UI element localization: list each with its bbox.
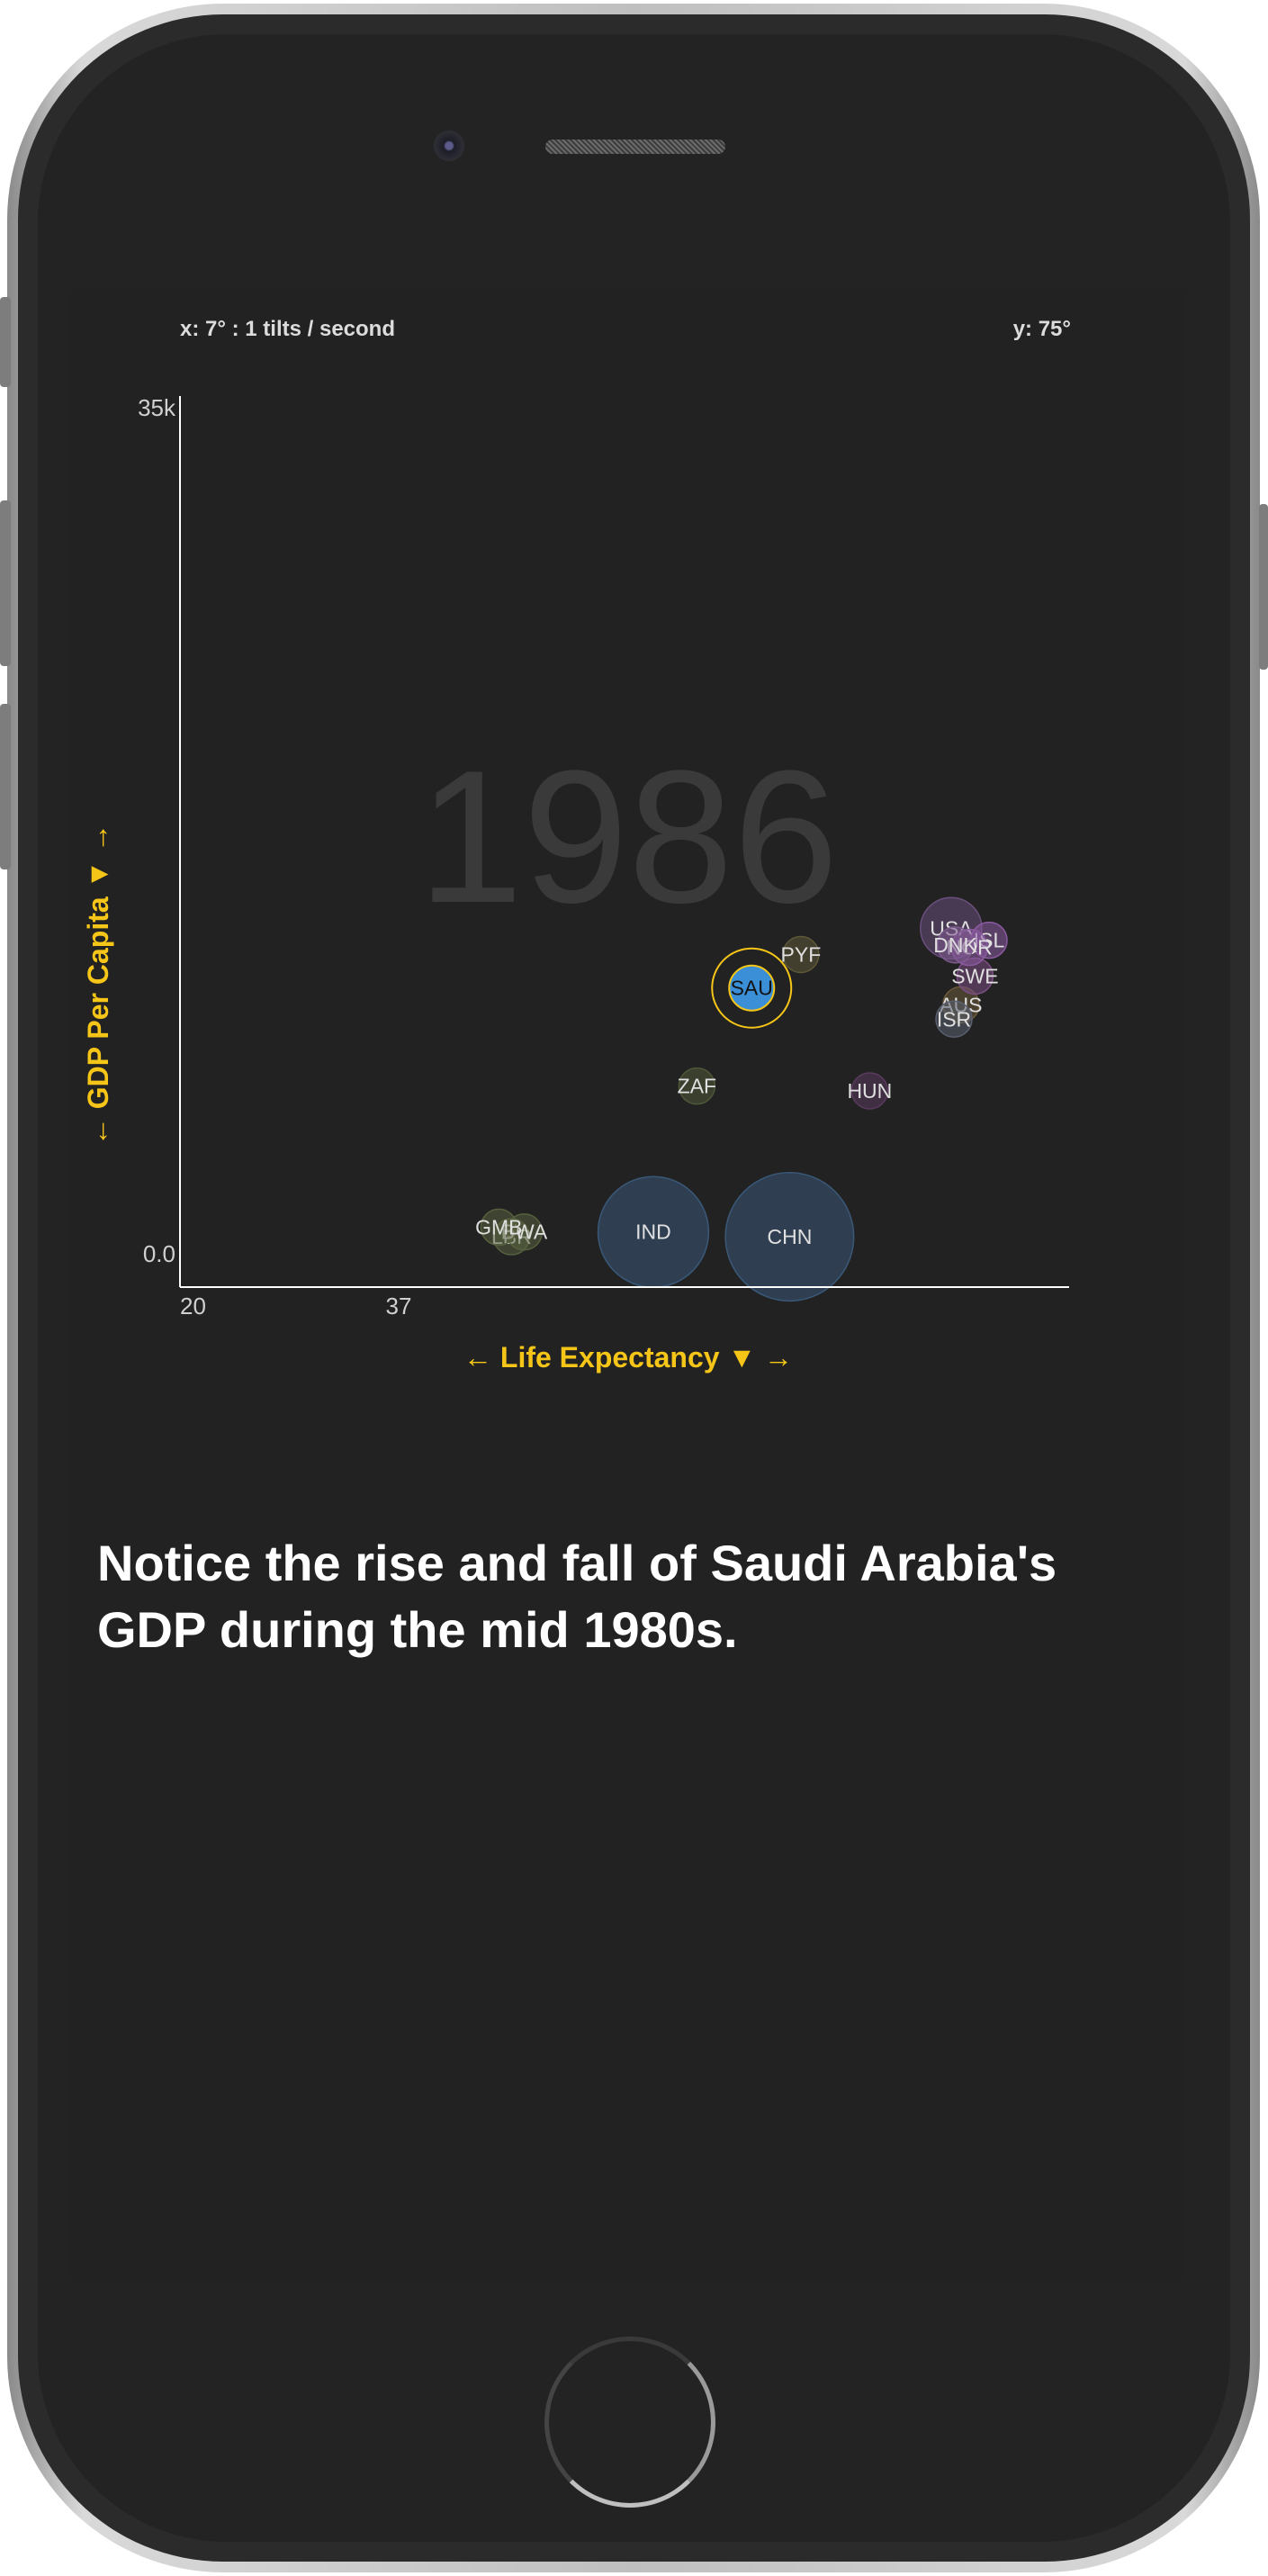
bubble-chart[interactable]: 1986 CHNINDUSAZAFAUSHUNSAUISRPYFISLLBRBW… <box>70 290 1186 1406</box>
bubble-label-zaf: ZAF <box>678 1075 716 1098</box>
bubbles-group: CHNINDUSAZAFAUSHUNSAUISRPYFISLLBRBWASWEG… <box>475 896 1008 1302</box>
x-axis-label[interactable]: ← Life Expectancy ▼ → <box>463 1341 793 1374</box>
bubble-sau[interactable] <box>728 964 776 1012</box>
bubble-isr[interactable] <box>935 1000 973 1039</box>
front-camera-icon <box>434 131 464 161</box>
tilt-y-readout: y: 75° <box>1012 317 1071 341</box>
volume-up-button <box>0 500 11 666</box>
home-button[interactable] <box>544 2337 715 2508</box>
mute-switch <box>0 297 11 387</box>
bubble-dnk[interactable] <box>936 926 975 964</box>
bubble-label-swe: SWE <box>951 964 998 987</box>
bubble-label-pyf: PYF <box>781 943 822 967</box>
volume-down-button <box>0 704 11 869</box>
tilt-x-readout: x: 7° : 1 tilts / second <box>180 317 395 341</box>
speaker-grille <box>545 140 725 154</box>
bubble-label-sau: SAU <box>731 977 773 1000</box>
story-caption: Notice the rise and fall of Saudi Arabia… <box>97 1535 1057 1658</box>
bubble-label-hun: HUN <box>847 1079 892 1103</box>
year-watermark: 1986 <box>418 731 838 942</box>
bubble-hun[interactable] <box>850 1072 889 1110</box>
bubble-zaf[interactable] <box>678 1067 716 1105</box>
y-axis-label[interactable]: ← GDP Per Capita ▼ → <box>82 823 114 1147</box>
bubble-label-dnk: DNK <box>933 933 977 957</box>
y-tick-label: 35k <box>138 394 176 421</box>
highlight-ring <box>711 947 793 1029</box>
bubble-gmb[interactable] <box>480 1208 518 1247</box>
y-tick-label: 0.0 <box>143 1240 175 1267</box>
bubble-pyf[interactable] <box>782 935 820 974</box>
bubble-label-chn: CHN <box>767 1225 812 1248</box>
bubble-label-isr: ISR <box>937 1007 971 1031</box>
bubble-label-gmb: GMB <box>475 1215 522 1238</box>
x-tick-label: 37 <box>386 1293 412 1320</box>
x-tick-label: 20 <box>180 1293 206 1320</box>
bubble-label-ind: IND <box>635 1220 671 1244</box>
bubble-chn[interactable] <box>724 1172 855 1302</box>
power-button <box>1259 504 1268 670</box>
screen: x: 7° : 1 tilts / second y: 75° 1986 CHN… <box>70 290 1186 2277</box>
